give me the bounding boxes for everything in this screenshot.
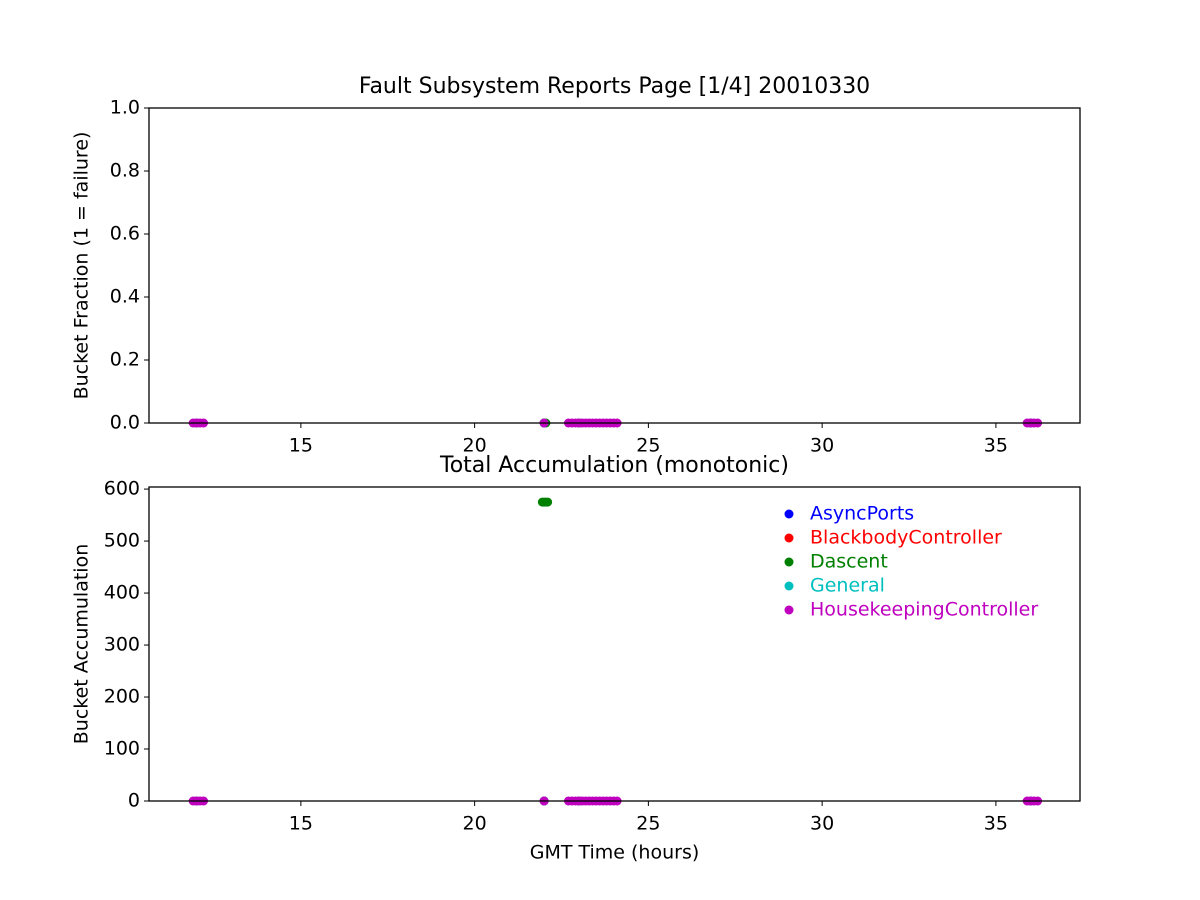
x-tick-label: 25 bbox=[636, 435, 660, 457]
point bbox=[543, 497, 553, 507]
x-axis-label: GMT Time (hours) bbox=[530, 842, 700, 864]
x-tick-label: 35 bbox=[984, 813, 1008, 835]
x-tick-label: 15 bbox=[289, 435, 313, 457]
legend-marker bbox=[784, 509, 794, 519]
legend-label: AsyncPorts bbox=[810, 503, 914, 525]
y-tick-label: 500 bbox=[104, 530, 140, 552]
y-tick-label: 1.0 bbox=[110, 97, 140, 119]
x-tick-label: 15 bbox=[289, 813, 313, 835]
legend-marker bbox=[784, 557, 794, 567]
x-tick-label: 30 bbox=[810, 435, 834, 457]
y-axis-label: Bucket Fraction (1 = failure) bbox=[71, 132, 93, 400]
y-tick-label: 0.0 bbox=[110, 412, 140, 434]
legend-label: General bbox=[810, 575, 885, 597]
x-tick-label: 20 bbox=[463, 435, 487, 457]
y-tick-label: 200 bbox=[104, 686, 140, 708]
y-tick-label: 0 bbox=[128, 790, 140, 812]
legend-marker bbox=[784, 605, 794, 615]
x-tick-label: 20 bbox=[463, 813, 487, 835]
chart-title: Fault Subsystem Reports Page [1/4] 20010… bbox=[359, 74, 870, 99]
legend-marker bbox=[784, 581, 794, 591]
x-tick-label: 25 bbox=[636, 813, 660, 835]
x-tick-label: 30 bbox=[810, 813, 834, 835]
y-tick-label: 100 bbox=[104, 738, 140, 760]
legend-label: HousekeepingController bbox=[810, 599, 1038, 621]
y-tick-label: 400 bbox=[104, 582, 140, 604]
y-tick-label: 0.2 bbox=[110, 349, 140, 371]
legend-label: BlackbodyController bbox=[810, 527, 1002, 549]
axes-frame bbox=[148, 107, 1081, 424]
y-tick-label: 0.6 bbox=[110, 223, 140, 245]
axes-frame bbox=[148, 486, 1081, 802]
x-tick-label: 35 bbox=[984, 435, 1008, 457]
legend-marker bbox=[784, 533, 794, 543]
y-tick-label: 0.4 bbox=[110, 286, 140, 308]
y-tick-label: 300 bbox=[104, 634, 140, 656]
y-tick-label: 0.8 bbox=[110, 160, 140, 182]
legend-label: Dascent bbox=[810, 551, 888, 573]
y-tick-label: 600 bbox=[104, 478, 140, 500]
y-axis-label: Bucket Accumulation bbox=[71, 544, 93, 745]
chart-title: Total Accumulation (monotonic) bbox=[439, 453, 789, 478]
